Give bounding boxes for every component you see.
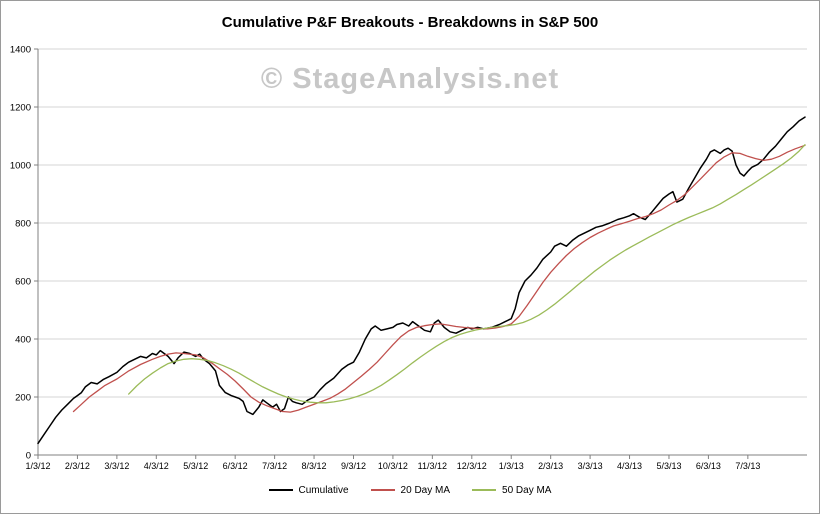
svg-text:1000: 1000: [10, 161, 31, 172]
chart-area: © StageAnalysis.net 0 200 400 600 800 1000 120…: [1, 41, 819, 473]
chart-title: Cumulative P&F Breakouts - Breakdowns in…: [221, 14, 599, 31]
svg-text:9/3/12: 9/3/12: [341, 461, 366, 471]
legend-item: Cumulative: [268, 484, 349, 496]
legend-label: Cumulative: [298, 484, 349, 496]
svg-text:1/3/12: 1/3/12: [25, 461, 50, 471]
svg-text:2/3/13: 2/3/13: [538, 461, 563, 471]
svg-text:6/3/13: 6/3/13: [696, 461, 721, 471]
chart-svg: 0 200 400 600 800 1000 1200 1400 1/3/12 2/3/12 3/3…: [10, 45, 807, 471]
svg-text:5/3/13: 5/3/13: [656, 461, 681, 471]
svg-text:4/3/12: 4/3/12: [144, 461, 169, 471]
svg-text:7/3/12: 7/3/12: [262, 461, 287, 471]
svg-text:0: 0: [26, 451, 31, 462]
svg-text:600: 600: [15, 277, 31, 288]
svg-text:5/3/12: 5/3/12: [183, 461, 208, 471]
svg-text:10/3/12: 10/3/12: [378, 461, 408, 471]
svg-text:7/3/13: 7/3/13: [735, 461, 760, 471]
legend-label: 50 Day MA: [502, 484, 552, 496]
svg-text:1200: 1200: [10, 103, 31, 114]
legend-label: 20 Day MA: [400, 484, 451, 496]
chart-legend: Cumulative 20 Day MA 50 Day MA: [1, 473, 819, 507]
svg-text:11/3/12: 11/3/12: [418, 461, 447, 471]
legend-line-swatch: [472, 489, 497, 491]
svg-text:12/3/12: 12/3/12: [457, 461, 487, 471]
svg-text:2/3/12: 2/3/12: [65, 461, 90, 471]
legend-item: 20 Day MA: [370, 484, 451, 496]
svg-text:4/3/13: 4/3/13: [617, 461, 642, 471]
legend-line-swatch: [268, 489, 293, 491]
svg-text:1400: 1400: [10, 45, 31, 56]
svg-text:200: 200: [15, 393, 31, 404]
svg-text:3/3/12: 3/3/12: [104, 461, 129, 471]
svg-text:400: 400: [15, 335, 31, 346]
svg-text:8/3/12: 8/3/12: [302, 461, 327, 471]
svg-text:6/3/12: 6/3/12: [223, 461, 248, 471]
svg-text:1/3/13: 1/3/13: [499, 461, 524, 471]
legend-line-swatch: [370, 489, 395, 491]
legend-item: 50 Day MA: [472, 485, 551, 496]
svg-text:3/3/13: 3/3/13: [578, 461, 603, 471]
svg-text:800: 800: [15, 219, 31, 230]
